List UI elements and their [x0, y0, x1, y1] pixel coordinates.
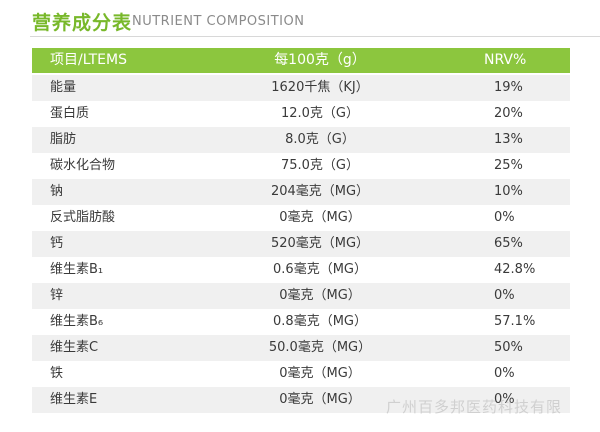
- table-cell: 57.1%: [494, 314, 536, 329]
- table-cell: 维生素E: [50, 392, 98, 407]
- table-row: 铁 0毫克（MG） 0%: [32, 361, 570, 387]
- table-cell: 75.0克（G）: [280, 158, 360, 173]
- table-cell: 0%: [494, 392, 515, 407]
- table-cell: 0%: [494, 210, 515, 225]
- table-cell: 1620千焦（KJ）: [271, 80, 369, 95]
- table-row: 钙 520毫克（MG） 65%: [32, 231, 570, 257]
- table-cell: 0.6毫克（MG）: [273, 262, 367, 277]
- table-cell: 能量: [50, 80, 77, 95]
- table-cell: 42.8%: [494, 262, 536, 277]
- table-cell: 铁: [50, 366, 64, 381]
- table-cell: 50.0毫克（MG）: [268, 340, 372, 355]
- table-row: 锌 0毫克（MG） 0%: [32, 283, 570, 309]
- table-cell: 0毫克（MG）: [279, 288, 361, 303]
- title: 营养成分表: [32, 12, 133, 34]
- table-cell: 520毫克（MG）: [270, 236, 370, 251]
- table-cell: 20%: [494, 106, 523, 121]
- table-cell: 反式脂肪酸: [50, 210, 116, 225]
- table-cell: 204毫克（MG）: [270, 184, 370, 199]
- table-cell: 蛋白质: [50, 106, 90, 121]
- table-cell: 12.0克（G）: [280, 106, 360, 121]
- table-cell: 锌: [50, 288, 64, 303]
- table-cell: 0.8毫克（MG）: [273, 314, 367, 329]
- table-cell: 维生素B₆: [50, 314, 104, 329]
- table-cell: 维生素B₁: [50, 262, 104, 277]
- table-row: 脂肪 8.0克（G） 13%: [32, 127, 570, 153]
- table-cell: 碳水化合物: [50, 158, 116, 173]
- table-cell: 0毫克（MG）: [279, 210, 361, 225]
- table-cell: 0毫克（MG）: [279, 392, 361, 407]
- table-cell: 8.0克（G）: [285, 132, 355, 147]
- table-cell: 19%: [494, 80, 523, 95]
- table-cell: 0毫克（MG）: [279, 366, 361, 381]
- table-cell: 0%: [494, 366, 515, 381]
- table-cell: 脂肪: [50, 132, 77, 147]
- column-header: NRV%: [484, 52, 527, 68]
- column-header: 每100克（g）: [274, 52, 366, 68]
- table-row: 蛋白质 12.0克（G） 20%: [32, 101, 570, 127]
- table-cell: 10%: [494, 184, 523, 199]
- table-cell: 13%: [494, 132, 523, 147]
- table-row: 反式脂肪酸 0毫克（MG） 0%: [32, 205, 570, 231]
- divider: [30, 36, 600, 37]
- table-cell: 钠: [50, 184, 64, 199]
- table-cell: 25%: [494, 158, 523, 173]
- table-cell: 65%: [494, 236, 523, 251]
- table-row: 维生素C 50.0毫克（MG） 50%: [32, 335, 570, 361]
- table-row: 钠 204毫克（MG） 10%: [32, 179, 570, 205]
- table-row: 维生素B₁ 0.6毫克（MG） 42.8%: [32, 257, 570, 283]
- nutrition-table: 项目/LTEMS 每100克（g） NRV% 能量 1620千焦（KJ） 19% 蛋白质 12…: [32, 48, 570, 413]
- table-row: 维生素B₆ 0.8毫克（MG） 57.1%: [32, 309, 570, 335]
- table-cell: 维生素C: [50, 340, 99, 355]
- table-cell: 50%: [494, 340, 523, 355]
- header-row: 项目/LTEMS 每100克（g） NRV%: [32, 48, 570, 73]
- table-row: 碳水化合物 75.0克（G） 25%: [32, 153, 570, 179]
- watermark: 广州百多邦医药科技有限: [386, 398, 563, 416]
- table-row: 维生素E 0毫克（MG） 0%: [32, 387, 570, 413]
- subtitle: NUTRIENT COMPOSITION: [132, 14, 305, 29]
- table-cell: 0%: [494, 288, 515, 303]
- table-cell: 钙: [50, 236, 64, 251]
- column-header: 项目/LTEMS: [50, 52, 127, 68]
- table-row: 能量 1620千焦（KJ） 19%: [32, 75, 570, 101]
